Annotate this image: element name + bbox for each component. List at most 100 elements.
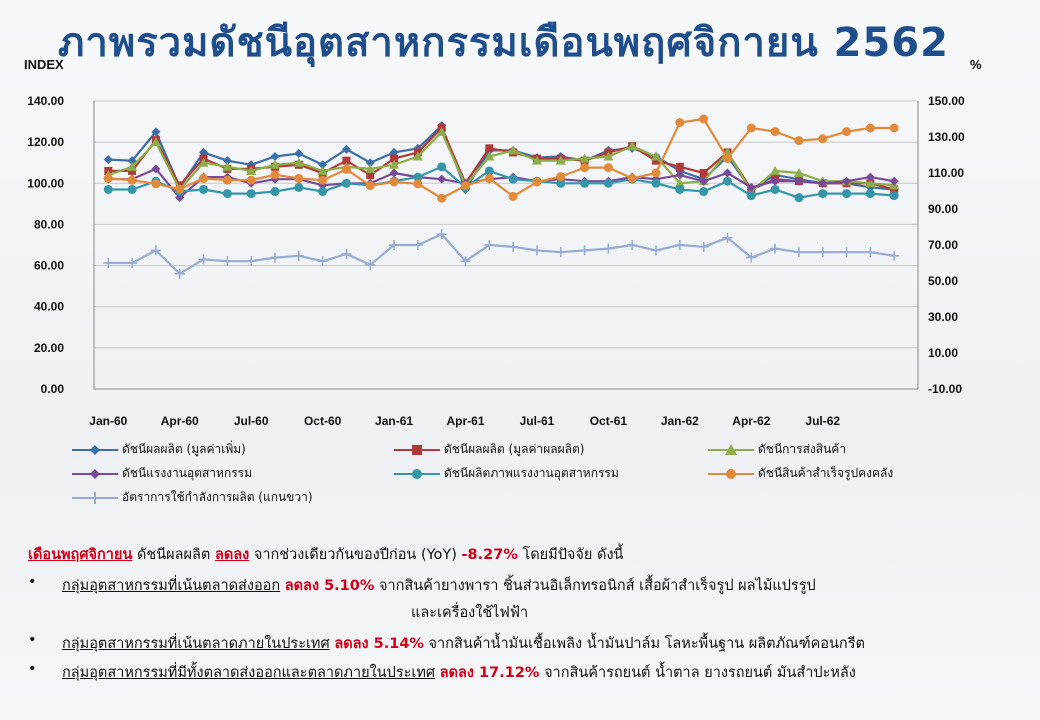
x-tick-label: Jul-60 [234, 414, 269, 428]
data-point [389, 177, 399, 187]
data-point [293, 157, 304, 167]
data-point [269, 252, 280, 263]
x-tick-label: Apr-62 [732, 414, 770, 428]
bullet-group: กลุ่มอุตสาหกรรมที่เน้นตลาดส่งออก [62, 578, 281, 594]
data-point [175, 184, 185, 194]
data-point [842, 189, 852, 199]
data-point [413, 179, 423, 189]
data-point [722, 168, 732, 178]
bullet-group: กลุ่มอุตสาหกรรมที่มีทั้งตลาดส่งออกและตลา… [62, 665, 436, 681]
data-point [770, 176, 780, 186]
data-point [341, 144, 351, 154]
summary-month: เดือนพฤศจิกายน [28, 547, 133, 563]
data-point [651, 178, 661, 188]
data-point [390, 154, 399, 163]
data-point [794, 193, 804, 203]
data-point [508, 191, 518, 201]
data-point [222, 256, 233, 267]
data-point [270, 170, 280, 180]
data-point [699, 169, 708, 177]
data-point [222, 156, 232, 166]
data-point [484, 240, 495, 250]
data-point [127, 258, 138, 268]
data-point [389, 240, 400, 250]
data-point [579, 245, 590, 256]
legend-marker-diamond-icon [72, 444, 118, 455]
data-point [699, 114, 709, 124]
data-point [651, 151, 662, 161]
data-point [699, 187, 709, 197]
data-point [365, 163, 376, 173]
data-point [294, 148, 304, 158]
legend-marker-square-icon [394, 444, 440, 455]
data-point [412, 240, 423, 250]
data-point [317, 165, 328, 175]
bullet-text: จากสินค้ายางพารา ชิ้นส่วนอิเล็กทรอนิกส์ … [378, 578, 816, 594]
data-point [770, 127, 780, 137]
data-point [531, 245, 542, 256]
data-point [342, 156, 351, 165]
bullet-group: กลุ่มอุตสาหกรรมที่เน้นตลาดภายในประเทศ [62, 636, 330, 652]
legend-item: อัตราการใช้กำลังการผลิต (แกนขวา) [72, 488, 313, 507]
data-point [151, 127, 161, 137]
data-point [151, 164, 161, 174]
x-tick-label: Apr-60 [161, 414, 199, 428]
left-tick-label: 100.00 [27, 176, 64, 190]
data-point [889, 123, 899, 133]
bullet-decline: ลดลง 17.12% [439, 665, 540, 681]
series-line [108, 165, 895, 199]
chart-grid [94, 100, 918, 390]
left-tick-label: 60.00 [34, 259, 64, 273]
summary-decline-label: ลดลง [214, 547, 250, 563]
data-point [103, 155, 113, 165]
data-point [865, 189, 875, 199]
x-tick-label: Jan-61 [375, 414, 413, 428]
right-tick-label: 50.00 [928, 274, 958, 288]
data-point [151, 179, 161, 189]
data-point [485, 144, 494, 153]
data-point [889, 191, 899, 201]
legend-item: ดัชนีผลผลิต (มูลค่าผลผลิต) [394, 440, 584, 459]
data-point [150, 245, 161, 256]
data-point [746, 123, 756, 133]
data-point [365, 181, 375, 191]
data-point [722, 232, 733, 243]
data-point [865, 123, 875, 133]
data-point [555, 247, 566, 258]
right-tick-label: 90.00 [928, 202, 958, 216]
data-point [389, 168, 399, 178]
data-point [675, 184, 685, 194]
legend-item: ดัชนีผลผลิต (มูลค่าเพิ่ม) [72, 440, 246, 459]
data-point [103, 258, 114, 268]
data-point [175, 193, 185, 203]
data-point [103, 184, 113, 194]
data-point [318, 175, 328, 185]
data-point [389, 159, 400, 169]
data-point [103, 173, 113, 183]
data-point [341, 249, 352, 259]
data-point [818, 134, 828, 144]
data-point [722, 154, 732, 164]
left-tick-label: 80.00 [34, 217, 64, 231]
data-point [603, 151, 614, 161]
bullet-icon: • [28, 661, 37, 677]
data-point [318, 187, 328, 197]
data-point [437, 174, 447, 184]
data-point [555, 155, 566, 165]
summary-yoy-value: -8.27% [461, 547, 518, 563]
data-point [294, 173, 304, 183]
data-point [341, 164, 351, 174]
data-point [127, 184, 137, 194]
bullet-item: • กลุ่มอุตสาหกรรมที่เน้นตลาดภายในประเทศ … [28, 632, 865, 655]
summary-heading-text: จากช่วงเดียวกันของปีก่อน (YoY) [253, 547, 457, 563]
legend-label: ดัชนีการส่งสินค้า [758, 442, 847, 456]
page-title: ภาพรวมดัชนีอุตสาหกรรมเดือนพฤศจิกายน 2562 [58, 20, 949, 66]
data-point [842, 127, 852, 137]
data-point [532, 177, 542, 187]
data-point [437, 162, 447, 172]
legend-marker-circle-icon [708, 468, 754, 479]
data-point [627, 173, 637, 183]
data-point [199, 184, 209, 194]
data-point [675, 170, 685, 180]
data-point [603, 243, 614, 254]
